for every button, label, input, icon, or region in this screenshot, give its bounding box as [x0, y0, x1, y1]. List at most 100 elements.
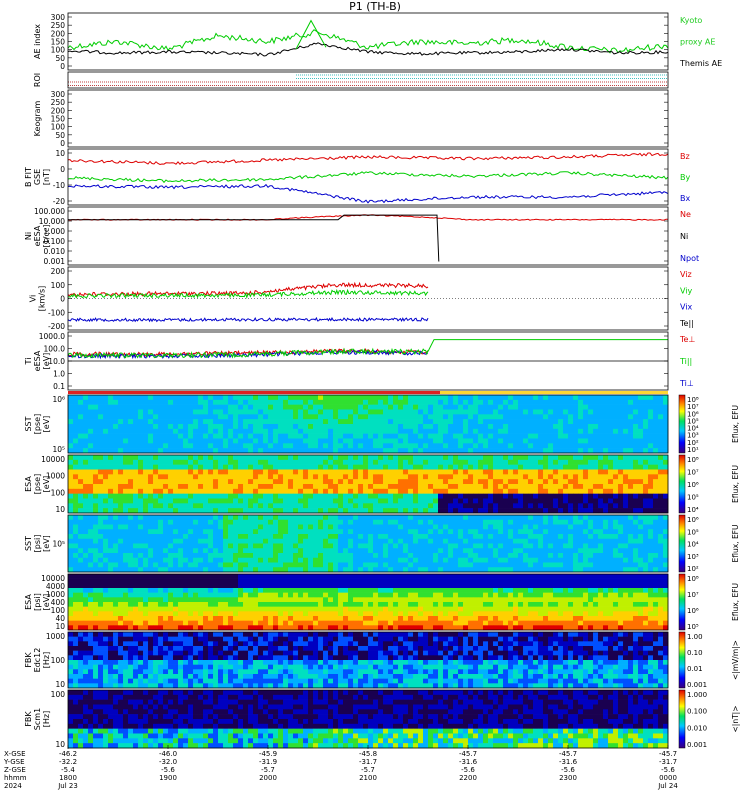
colorbar-label: <|mV/m|>	[731, 640, 740, 680]
series-line-ni	[68, 215, 439, 261]
axis-column-value: -32.2	[59, 758, 77, 766]
axis-row-label: hhmm	[4, 774, 27, 782]
colorbar-tick-label: 0.001	[687, 741, 707, 749]
colorbar-label: Eflux, EFU	[731, 525, 740, 563]
colorbar-tick-label: 10⁷	[687, 469, 699, 477]
y-tick-label: 10	[55, 680, 65, 689]
axis-column-value: -31.6	[459, 758, 478, 766]
axis-column-value: -5.7	[361, 766, 375, 774]
panel-ylabel: FBK	[24, 711, 33, 727]
y-tick-label: 10	[55, 505, 65, 514]
colorbar-label: Eflux, EFU	[731, 465, 740, 503]
y-tick-label: 100	[51, 281, 66, 290]
legend-entry: Kyoto	[680, 16, 702, 25]
axis-column-value: -31.9	[259, 758, 277, 766]
series-line-by	[68, 172, 668, 183]
legend-entry: Ne	[680, 210, 691, 219]
series-line-proxy-ae	[68, 30, 668, 53]
axis-column-value: -5.6	[161, 766, 175, 774]
colorbar-tick-label: 0.100	[687, 708, 707, 716]
y-tick-label: 10.000	[39, 217, 65, 226]
colorbar-tick-label: 1.000	[687, 691, 707, 699]
panel-ylabel: Edc12	[33, 648, 42, 673]
panel-ylabel: [pse]	[33, 414, 42, 434]
colorbar-tick-label: 10⁸	[687, 575, 699, 583]
legend-entry: Vix	[680, 303, 693, 312]
axis-column-value: -31.7	[659, 758, 677, 766]
y-tick-label: 10	[55, 622, 65, 631]
axis-column-value: Jul 24	[657, 782, 678, 790]
panel-ylabel: ESA	[24, 476, 33, 492]
axis-column-value: -5.4	[61, 766, 75, 774]
colorbar-tick-label: 10⁸	[687, 456, 699, 464]
colorbar-tick-label: 10⁶	[687, 607, 699, 615]
panel-ylabel: AE index	[33, 24, 42, 59]
panel-ylabel: [psi]	[33, 535, 42, 553]
y-tick-label: 0	[60, 295, 65, 304]
axis-column-value: 0000	[659, 774, 677, 782]
panel-ylabel: eESA	[33, 225, 42, 246]
axis-column-value: 2200	[459, 774, 477, 782]
panel-ylabel: [Hz]	[42, 711, 51, 727]
y-tick-label: 100.000	[34, 207, 65, 216]
axis-column-value: -45.8	[359, 750, 377, 758]
colorbar-tick-label: 1.00	[687, 633, 703, 641]
axis-column-value: -46.0	[159, 750, 177, 758]
colorbar-tick-label: 10⁷	[687, 591, 699, 599]
legend-entry: Bx	[680, 194, 690, 203]
y-tick-label: 0.100	[44, 237, 66, 246]
axis-column-value: -45.9	[259, 750, 277, 758]
series-line-bz	[68, 153, 668, 165]
axis-column-value: -5.6	[461, 766, 475, 774]
axis-column-value: -45.7	[459, 750, 477, 758]
panel-ylabel: Ti	[24, 358, 33, 366]
y-tick-label: 100.0	[44, 345, 66, 354]
y-tick-label: 1.000	[44, 227, 66, 236]
axis-column-value: -45.7	[559, 750, 577, 758]
legend-entry: Viy	[680, 286, 693, 295]
axis-column-value: 2300	[559, 774, 577, 782]
y-tick-label: 10⁵	[52, 445, 65, 454]
y-tick-label: -200	[48, 322, 65, 331]
panel-ylabel: [nT]	[42, 169, 51, 185]
colorbar-tick-label: 10¹	[687, 446, 699, 454]
colorbar-tick-label: 10³	[687, 553, 699, 561]
colorbar-label: <|nT|>	[731, 706, 740, 733]
panel-ylabel: FBK	[24, 652, 33, 668]
plot-title: P1 (TH-B)	[349, 0, 401, 13]
panel-ylabel: [eV]	[42, 535, 51, 552]
colorbar-label: Eflux, EFU	[731, 583, 740, 621]
legend-entry: Themis AE	[679, 59, 722, 68]
panel-ylabel: ROI	[33, 73, 42, 87]
colorbar-tick-label: 10⁶	[687, 516, 699, 524]
axis-column-value: -46.2	[59, 750, 77, 758]
axis-column-value: -5.6	[561, 766, 575, 774]
colorbar-tick-label: 10⁵	[687, 528, 699, 536]
y-tick-label: 1000.0	[39, 332, 65, 341]
axis-row-label: Y-GSE	[3, 758, 25, 766]
panel-ylabel: [km/s]	[38, 286, 47, 312]
panel-frame-ae	[68, 13, 668, 70]
y-tick-label: 10⁶	[52, 395, 65, 404]
y-tick-label: 10	[55, 149, 65, 158]
legend-entry: Bz	[680, 152, 690, 161]
panel-ylabel: SST	[24, 416, 33, 431]
colorbar-tick-label: 10⁵	[687, 494, 699, 502]
series-line-bx	[68, 185, 668, 203]
axis-column-value: 2000	[259, 774, 277, 782]
y-tick-label: 0.1	[53, 382, 65, 391]
panel-ylabel: Scm1	[33, 708, 42, 730]
panel-ylabel: eESA	[33, 350, 42, 371]
colorbar-tick-label: 0.001	[687, 681, 707, 689]
panel-ylabel: [psi]	[33, 593, 42, 611]
legend-entry: By	[680, 173, 690, 182]
axis-column-value: -32.0	[159, 758, 177, 766]
panel-ylabel: SST	[24, 536, 33, 551]
y-tick-label: 1.0	[53, 370, 65, 379]
series-line-viy	[68, 290, 428, 297]
y-tick-label: 0	[60, 62, 65, 71]
y-tick-label: -100	[48, 308, 65, 317]
panel-ylabel: ESA	[24, 594, 33, 610]
